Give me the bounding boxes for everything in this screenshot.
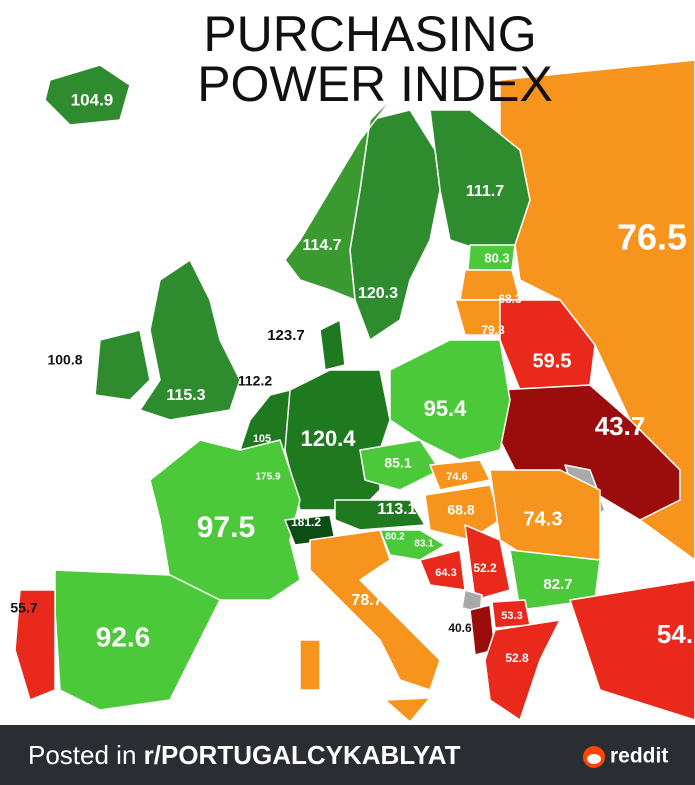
country-label: 79.3 [481, 323, 505, 337]
country-label: 53.3 [501, 610, 522, 622]
country-label: 55.7 [10, 600, 37, 616]
footer-bar [0, 725, 695, 785]
country-label: 64.3 [435, 567, 456, 579]
country-label: 100.8 [47, 352, 82, 368]
reddit-logo-face [587, 754, 601, 764]
reddit-brand: reddit [610, 745, 668, 768]
country-label: 85.1 [384, 455, 411, 471]
sicily [384, 697, 431, 723]
country-label: 54. [657, 619, 693, 649]
country-label: 113.1 [377, 501, 416, 518]
slovenia-croatia [379, 529, 446, 561]
subreddit[interactable]: r/PORTUGALCYKABLYAT [144, 740, 461, 770]
country-label: 43.7 [595, 411, 646, 441]
country-label: 83.1 [414, 539, 434, 550]
country-label: 120.4 [300, 426, 356, 451]
spain [54, 569, 221, 711]
france [149, 439, 301, 601]
country-label: 59.5 [533, 350, 572, 372]
iceland [44, 64, 131, 126]
italy [309, 529, 441, 691]
uk [139, 259, 241, 421]
country-label: 78.7 [351, 592, 382, 609]
sardinia [299, 639, 321, 691]
poland [389, 339, 511, 461]
footer-text: Posted in r/PORTUGALCYKABLYAT [28, 740, 461, 770]
czechia [359, 439, 441, 491]
country-label: 97.5 [197, 511, 255, 544]
country-labels: 104.9 111.7 76.5 80.3 114.7 120.3 68.3 79.3 123.… [10, 90, 693, 665]
serbia [464, 524, 511, 601]
country-label: 68.3 [498, 292, 522, 306]
country-label: 74.3 [524, 508, 563, 530]
countries [14, 59, 695, 723]
country-label: 123.7 [267, 327, 305, 344]
denmark [319, 319, 346, 371]
country-label: 115.3 [166, 387, 205, 404]
country-label: 92.6 [96, 621, 151, 652]
portugal [14, 589, 56, 701]
footer-prefix: Posted in [28, 740, 144, 770]
country-label: 52.8 [505, 651, 529, 665]
country-label: 40.6 [448, 621, 472, 635]
germany [279, 369, 391, 511]
hungary [424, 484, 501, 541]
ireland [94, 329, 151, 401]
slovakia [429, 459, 491, 491]
country-label: 181.2 [291, 515, 321, 529]
country-label: 76.5 [617, 217, 687, 258]
austria [334, 499, 426, 531]
country-label: 80.2 [385, 532, 405, 543]
country-label: 111.7 [466, 183, 504, 200]
title-line-1: PURCHASING [203, 6, 536, 62]
country-label: 82.7 [543, 576, 572, 593]
country-label: 120.3 [358, 285, 398, 302]
country-label: 105 [253, 433, 271, 445]
country-label: 52.2 [473, 561, 497, 575]
greece [484, 619, 561, 721]
country-label: 80.3 [484, 250, 509, 265]
turkey [569, 579, 695, 721]
country-label: 114.7 [302, 237, 341, 254]
country-label: 95.4 [424, 396, 468, 421]
norway [284, 94, 396, 301]
ukraine [499, 384, 681, 521]
title-line-2: POWER INDEX [197, 56, 553, 112]
country-label: 175.9 [255, 472, 280, 483]
country-label: 74.6 [446, 471, 467, 483]
country-label: 104.9 [71, 90, 114, 109]
country-label: 112.2 [238, 373, 272, 389]
country-label: 68.8 [447, 502, 474, 518]
